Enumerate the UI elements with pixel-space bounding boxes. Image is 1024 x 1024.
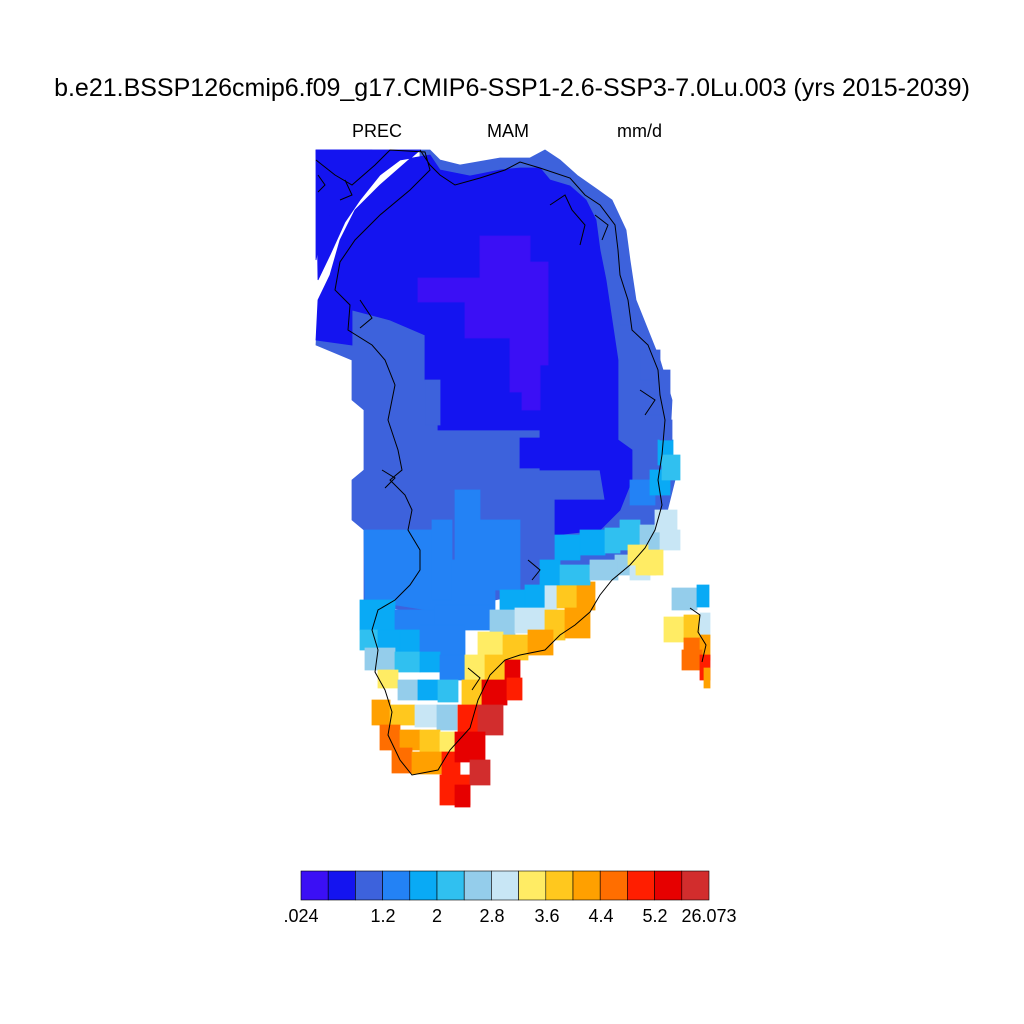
grid-cell [654, 509, 678, 533]
colorbar-swatch [409, 870, 438, 901]
grid-cell [554, 534, 581, 561]
colorbar-swatch [654, 870, 683, 901]
grid-cell [394, 651, 421, 673]
grid-cell [359, 599, 396, 631]
grid-cell [437, 679, 459, 703]
grid-cell [481, 679, 508, 706]
grid-cell [671, 587, 698, 611]
grid-cell [703, 667, 711, 689]
colorbar-swatch [572, 870, 601, 901]
grid-cell [663, 616, 685, 643]
grid-cell [417, 679, 439, 701]
grid-cell [544, 581, 558, 611]
colorbar-swatch [599, 870, 628, 901]
grid-cell [681, 649, 703, 671]
colorbar-swatch [300, 870, 329, 901]
colorbar-tick-label: 4.4 [588, 906, 614, 926]
grid-cell [619, 299, 636, 326]
grid-cell [477, 704, 504, 736]
grid-cell [464, 654, 486, 681]
grid-cell [399, 629, 421, 653]
colorbar-tick-label: 2.8 [479, 906, 505, 926]
grid-cell [399, 729, 421, 751]
season-label: MAM [487, 121, 529, 141]
colorbar-tick-label: 3.6 [534, 906, 560, 926]
grid-cell [424, 379, 441, 426]
grid-cell [659, 419, 673, 441]
grid-cell [419, 651, 441, 673]
grid-cell [629, 479, 656, 506]
colorbar-swatch [436, 870, 465, 901]
grid-cell [461, 679, 483, 706]
grid-cell [454, 731, 486, 763]
colorbar-tick-label: 26.073 [681, 906, 737, 926]
northwest-tip [315, 149, 373, 261]
grid-cell [469, 759, 491, 786]
grid-cell [419, 729, 441, 753]
grid-cell [519, 437, 541, 469]
grid-cell [661, 454, 681, 481]
grid-cell [696, 584, 710, 608]
grid-cell [414, 704, 438, 728]
grid-cell [635, 554, 657, 576]
variable-label: PREC [352, 121, 403, 141]
grid-cell [419, 624, 466, 656]
grid-cell [411, 751, 443, 775]
grid-cell [579, 529, 606, 556]
grid-cell [604, 527, 621, 554]
colorbar-tick-label: 1.2 [370, 906, 396, 926]
colorbar-tick-label: 2 [431, 906, 443, 926]
colorbar-swatch [491, 870, 519, 901]
grid-cell [654, 369, 671, 396]
colorbar-swatch [681, 870, 710, 901]
coastline [315, 149, 707, 776]
grid-cell [506, 677, 523, 701]
colorbar-swatch [382, 870, 411, 901]
grid-cell [589, 559, 619, 581]
colorbar-swatch [518, 870, 547, 901]
colorbar-tick-label: .024 [283, 906, 319, 926]
colorbar-swatch [627, 870, 655, 901]
colorbar-swatch [463, 870, 492, 901]
grid-cell [364, 647, 396, 671]
precipitation-grid [315, 149, 711, 808]
grid-cell [499, 589, 526, 611]
colorbar-swatch [355, 870, 383, 901]
grid-cell [559, 564, 591, 586]
grid-cell [659, 529, 681, 551]
grid-cell [489, 609, 516, 636]
colorbar [300, 870, 710, 901]
grid-cell [439, 654, 466, 681]
grid-cell [576, 581, 596, 611]
grid-cell [371, 699, 391, 726]
grid-cell [454, 784, 471, 808]
interior-minimum [417, 235, 549, 411]
colorbar-swatch [545, 870, 574, 901]
grid-cell [539, 559, 561, 586]
southwest-strip [431, 519, 453, 601]
grid-cell [391, 747, 413, 774]
colorbar-swatch [327, 870, 356, 901]
units-label: mm/d [617, 121, 662, 141]
grid-cell [436, 704, 458, 731]
grid-cell [377, 669, 399, 689]
grid-cell [699, 612, 711, 639]
grid-cell [502, 634, 529, 661]
colorbar-tick-label: 5.2 [642, 906, 668, 926]
grid-cell [484, 654, 506, 681]
grid-cell [514, 607, 546, 634]
map-title: b.e21.BSSP126cmip6.f09_g17.CMIP6-SSP1-2.… [54, 74, 970, 102]
grid-cell [389, 704, 416, 726]
grid-cell [397, 679, 419, 701]
grid-cell [379, 724, 401, 751]
